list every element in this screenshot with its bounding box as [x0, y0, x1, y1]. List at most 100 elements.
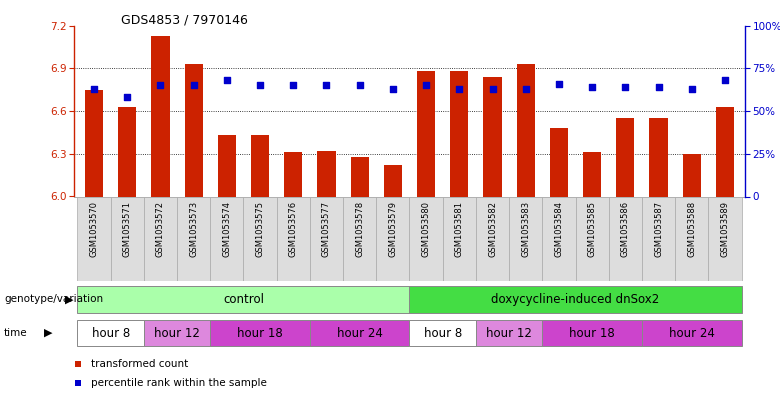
Point [619, 84, 632, 90]
Text: GSM1053573: GSM1053573 [189, 201, 198, 257]
Point [686, 86, 698, 92]
Text: GSM1053586: GSM1053586 [621, 201, 630, 257]
Text: ▶: ▶ [65, 294, 73, 305]
Text: GSM1053580: GSM1053580 [422, 201, 431, 257]
Text: hour 8: hour 8 [424, 327, 462, 340]
Text: GDS4853 / 7970146: GDS4853 / 7970146 [121, 14, 248, 27]
Bar [410, 196, 443, 281]
Point [287, 82, 300, 88]
Bar [77, 286, 410, 313]
Text: genotype/variation: genotype/variation [4, 294, 103, 305]
Bar [675, 196, 708, 281]
Bar [542, 196, 576, 281]
Text: GSM1053574: GSM1053574 [222, 201, 232, 257]
Bar [218, 135, 236, 196]
Bar [410, 286, 742, 313]
Text: GSM1053570: GSM1053570 [90, 201, 98, 257]
Text: GSM1053576: GSM1053576 [289, 201, 298, 257]
Point [718, 77, 731, 83]
Text: hour 18: hour 18 [569, 327, 615, 340]
Bar [310, 320, 410, 346]
Bar [476, 196, 509, 281]
Point [519, 86, 532, 92]
Text: GSM1053584: GSM1053584 [555, 201, 563, 257]
Point [553, 81, 566, 87]
Bar [144, 196, 177, 281]
Bar [443, 196, 476, 281]
Text: control: control [223, 293, 264, 306]
Bar [476, 320, 542, 346]
Bar [450, 71, 469, 196]
Bar [576, 196, 608, 281]
Point [652, 84, 665, 90]
Text: GSM1053575: GSM1053575 [256, 201, 264, 257]
Bar [77, 196, 111, 281]
Bar [211, 320, 310, 346]
Bar [542, 320, 642, 346]
Text: hour 12: hour 12 [486, 327, 532, 340]
Text: percentile rank within the sample: percentile rank within the sample [91, 378, 267, 388]
Text: GSM1053589: GSM1053589 [721, 201, 729, 257]
Text: GSM1053572: GSM1053572 [156, 201, 165, 257]
Bar [708, 196, 742, 281]
Bar [642, 196, 675, 281]
Point [254, 82, 266, 88]
Bar [376, 196, 410, 281]
Bar [151, 35, 169, 197]
Text: hour 24: hour 24 [668, 327, 714, 340]
Bar [384, 165, 402, 196]
Bar [277, 196, 310, 281]
Point [154, 82, 167, 88]
Bar [682, 154, 701, 196]
Text: GSM1053581: GSM1053581 [455, 201, 464, 257]
Bar [118, 107, 136, 196]
Bar [350, 156, 369, 196]
Point [586, 84, 598, 90]
Text: time: time [4, 328, 27, 338]
Point [221, 77, 233, 83]
Text: GSM1053585: GSM1053585 [587, 201, 597, 257]
Bar [185, 64, 203, 196]
Point [321, 82, 333, 88]
Text: hour 12: hour 12 [154, 327, 200, 340]
Text: GSM1053587: GSM1053587 [654, 201, 663, 257]
Text: GSM1053588: GSM1053588 [687, 201, 697, 257]
Bar [410, 320, 476, 346]
Text: hour 8: hour 8 [91, 327, 129, 340]
Point [453, 86, 466, 92]
Bar [509, 196, 542, 281]
Bar [608, 196, 642, 281]
Bar [177, 196, 211, 281]
Bar [310, 196, 343, 281]
Text: GSM1053577: GSM1053577 [322, 201, 331, 257]
Point [353, 82, 366, 88]
Text: GSM1053571: GSM1053571 [122, 201, 132, 257]
Point [387, 86, 399, 92]
Bar [144, 320, 211, 346]
Bar [85, 90, 103, 196]
Text: hour 18: hour 18 [237, 327, 283, 340]
Point [486, 86, 498, 92]
Bar [417, 71, 435, 196]
Bar [111, 196, 144, 281]
Bar [550, 128, 568, 196]
Point [88, 86, 101, 92]
Point [121, 94, 133, 101]
Point [187, 82, 200, 88]
Text: GSM1053579: GSM1053579 [388, 201, 397, 257]
Text: doxycycline-induced dnSox2: doxycycline-induced dnSox2 [491, 293, 660, 306]
Text: GSM1053582: GSM1053582 [488, 201, 497, 257]
Bar [642, 320, 742, 346]
Point [420, 82, 432, 88]
Bar [650, 118, 668, 196]
Bar [317, 151, 335, 196]
Bar [716, 107, 734, 196]
Bar [343, 196, 376, 281]
Bar [516, 64, 535, 196]
Bar [251, 135, 269, 196]
Bar [243, 196, 277, 281]
Bar [583, 152, 601, 196]
Bar [484, 77, 502, 196]
Text: transformed count: transformed count [91, 358, 189, 369]
Text: GSM1053583: GSM1053583 [521, 201, 530, 257]
